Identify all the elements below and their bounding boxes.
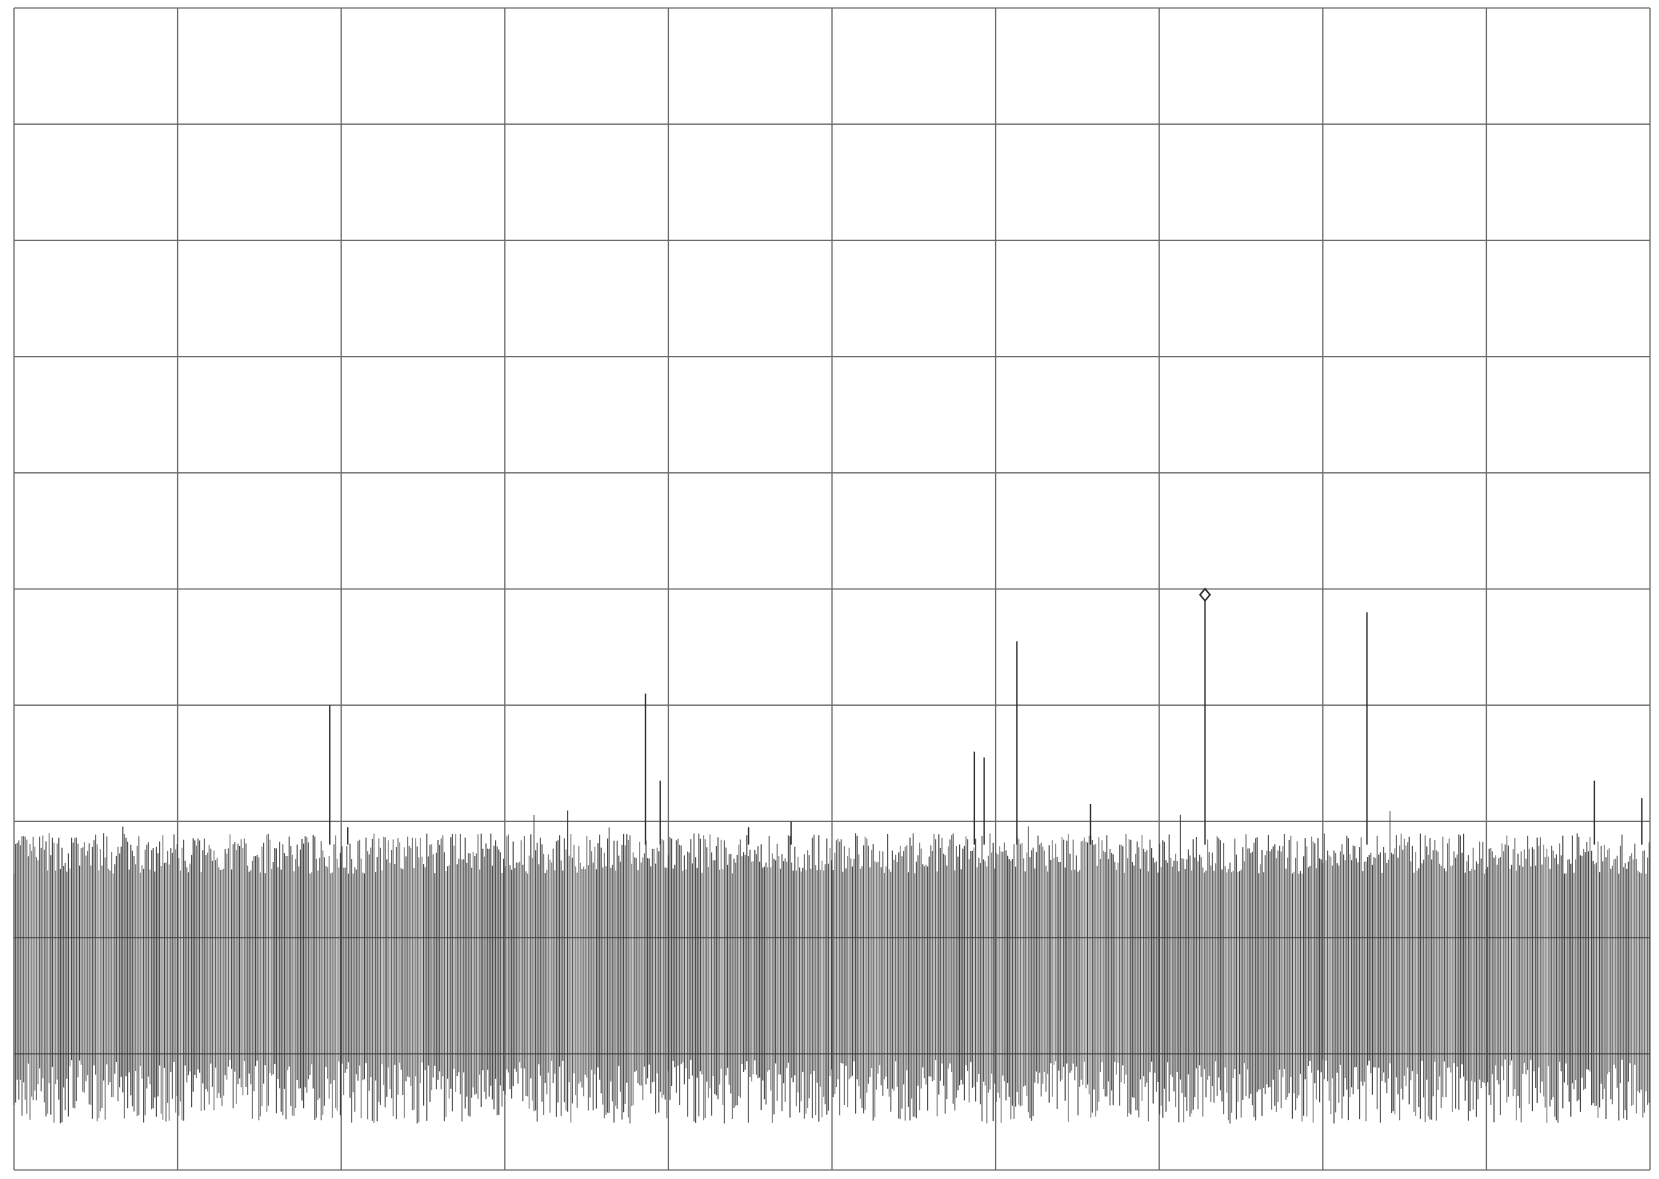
peak-marker	[1198, 587, 1212, 603]
signal-peaks	[329, 587, 1643, 845]
noise-floor-trace	[13, 810, 1650, 1124]
